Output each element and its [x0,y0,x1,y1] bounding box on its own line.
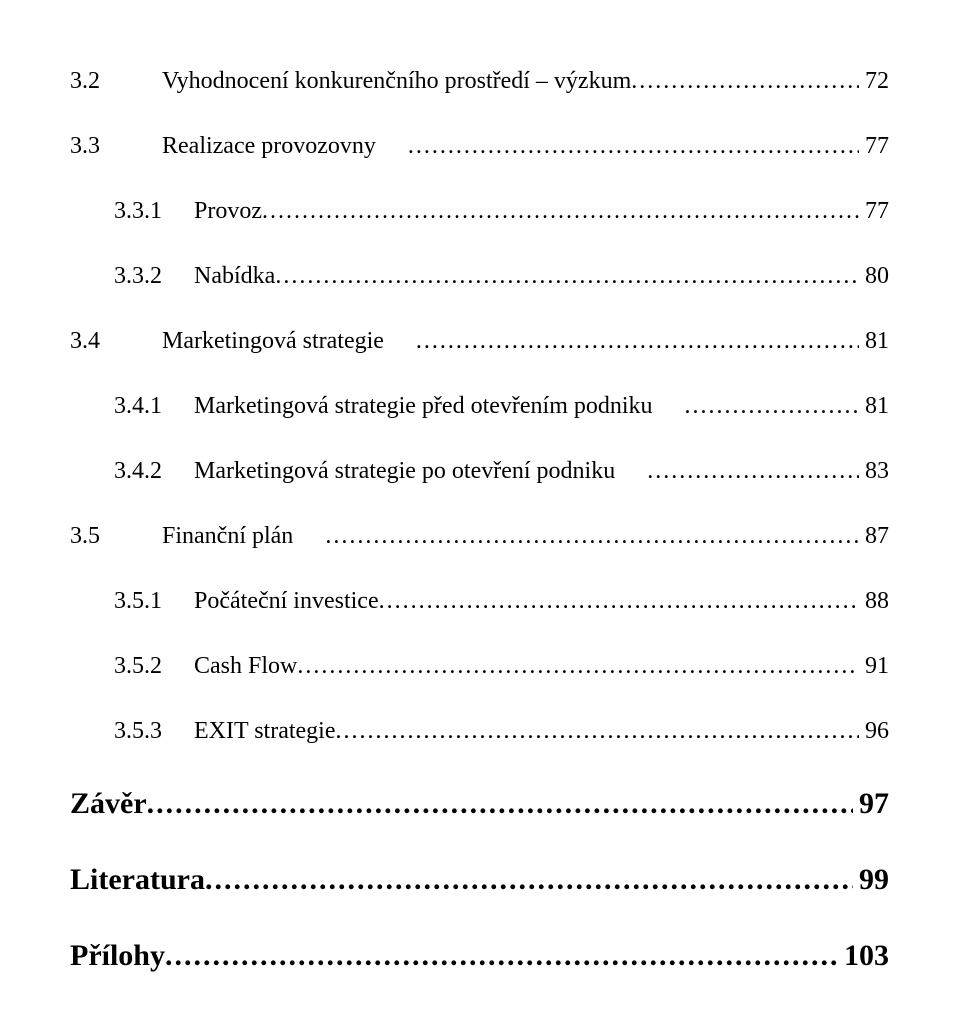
toc-leader: ........................................… [408,133,859,160]
toc-page: 83 [859,458,889,485]
toc-leader: ........................................… [262,198,859,225]
toc-entry: 3.4.2 Marketingová strategie po otevření… [70,458,889,485]
toc-leader: ........................................… [325,523,859,550]
toc-page: 96 [859,718,889,745]
toc-title: Vyhodnocení konkurenčního prostředí – vý… [162,68,631,95]
toc-entry: 3.4.1 Marketingová strategie před otevře… [70,393,889,420]
toc-title: Cash Flow [194,653,297,680]
toc-entry: 3.3 Realizace provozovny ...............… [70,133,889,160]
toc-gap [653,393,685,420]
toc-title: Přílohy [70,939,165,973]
toc-title: Marketingová strategie po otevření podni… [194,458,615,485]
toc-leader: ........................................… [647,458,859,485]
toc-number: 3.4.2 [114,458,194,485]
toc-title: Nabídka [194,263,275,290]
toc-entry: Přílohy ................................… [70,939,889,973]
toc-page: 88 [859,588,889,615]
toc-page: 103 [838,939,889,973]
toc-leader: ........................................… [336,718,859,745]
toc-number: 3.3 [70,133,162,160]
toc-gap [293,523,325,550]
toc-entry: Literatura .............................… [70,863,889,897]
toc-number: 3.5 [70,523,162,550]
toc-entry: 3.5.2 Cash Flow ........................… [70,653,889,680]
toc-page: 87 [859,523,889,550]
toc-entry: 3.3.2 Nabídka ..........................… [70,263,889,290]
toc-page: 81 [859,328,889,355]
toc-number: 3.4.1 [114,393,194,420]
toc-leader: ........................................… [685,393,859,420]
toc-page: 80 [859,263,889,290]
toc-number: 3.5.3 [114,718,194,745]
toc-title: Finanční plán [162,523,293,550]
toc-leader: ........................................… [379,588,859,615]
toc-entry: 3.4 Marketingová strategie .............… [70,328,889,355]
toc-number: 3.3.1 [114,198,194,225]
toc-page: 81 [859,393,889,420]
toc-entry: Závěr ..................................… [70,787,889,821]
toc-leader: ........................................… [297,653,859,680]
toc-number: 3.3.2 [114,263,194,290]
toc-title: Provoz [194,198,262,225]
toc-number: 3.5.1 [114,588,194,615]
toc-page: 97 [853,787,889,821]
toc-entry: 3.2 Vyhodnocení konkurenčního prostředí … [70,68,889,95]
toc-title: Literatura [70,863,205,897]
toc-leader: ........................................… [631,68,859,95]
toc-entry: 3.5 Finanční plán ......................… [70,523,889,550]
toc-entry: 3.5.1 Počáteční investice ..............… [70,588,889,615]
toc-number: 3.5.2 [114,653,194,680]
toc-page: 99 [853,863,889,897]
toc-gap [376,133,408,160]
toc-leader: ........................................… [205,863,853,897]
toc-leader: ........................................… [147,787,853,821]
toc-gap [384,328,416,355]
toc-title: Marketingová strategie před otevřením po… [194,393,653,420]
toc-entry: 3.5.3 EXIT strategie ...................… [70,718,889,745]
toc-title: Realizace provozovny [162,133,376,160]
toc-gap [615,458,647,485]
toc-title: Závěr [70,787,147,821]
toc-number: 3.2 [70,68,162,95]
toc-title: Marketingová strategie [162,328,384,355]
toc-leader: ........................................… [416,328,859,355]
toc-page: 77 [859,198,889,225]
toc-leader: ........................................… [165,939,838,973]
toc-entry: 3.3.1 Provoz ...........................… [70,198,889,225]
toc-title: EXIT strategie [194,718,336,745]
toc-number: 3.4 [70,328,162,355]
toc-page: 77 [859,133,889,160]
toc-title: Počáteční investice [194,588,379,615]
toc-page: 72 [859,68,889,95]
toc-page: 91 [859,653,889,680]
toc-leader: ........................................… [275,263,859,290]
